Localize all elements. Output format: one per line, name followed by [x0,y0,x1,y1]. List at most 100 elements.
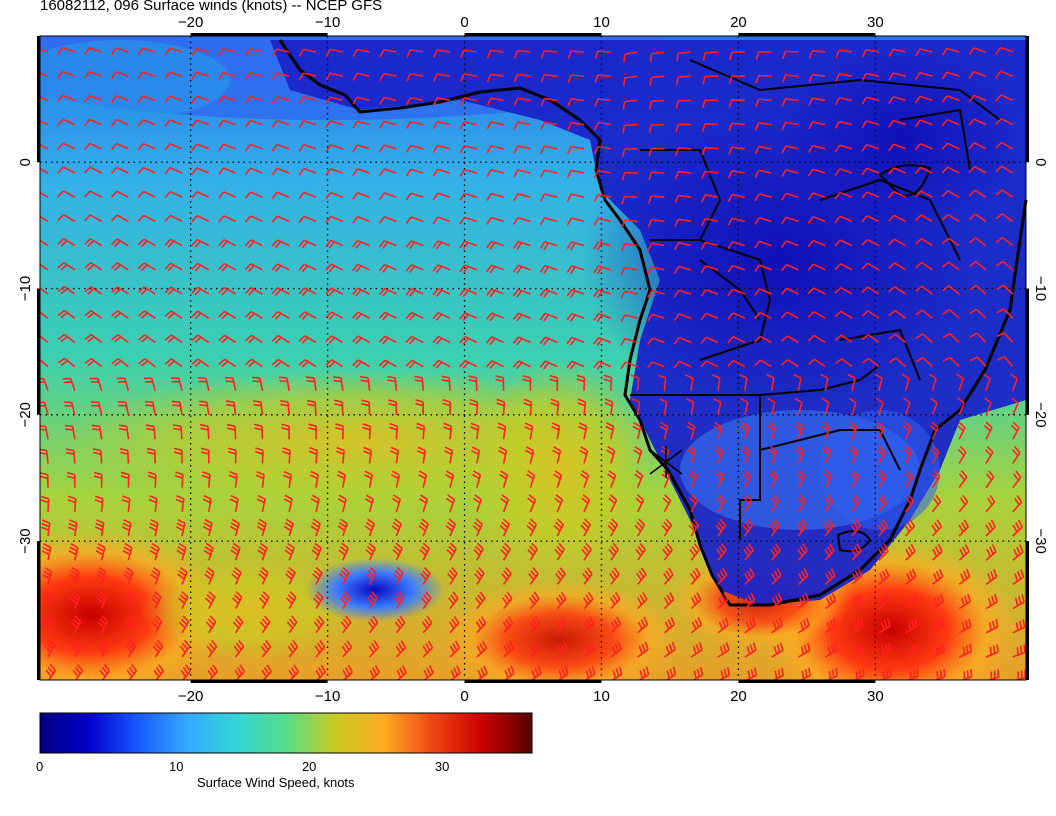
wind-barb-icon [675,99,692,109]
wind-barb-icon [985,544,997,561]
wind-barb-icon [224,376,237,391]
wind-barb-icon [418,494,429,513]
wind-barb-icon [200,447,210,464]
axis-bar-top [464,33,602,36]
wind-barb-icon [780,358,799,368]
wind-barb-icon [84,142,102,150]
wind-barb-icon [607,470,617,488]
wind-barb-icon [191,310,210,320]
lon-tick-label-top: 0 [460,14,468,31]
wind-barb-icon [942,356,960,368]
wind-barb-icon [582,591,594,610]
wind-barb-icon [287,640,299,658]
wind-barb-icon [673,265,692,274]
wind-barb-icon [245,71,263,80]
wind-barb-icon [298,191,317,200]
wind-barb-icon [57,309,76,319]
wind-barb-icon [700,360,719,368]
wind-barb-icon [459,288,478,298]
wind-barb-icon [45,663,57,680]
wind-barb-icon [821,421,831,440]
wind-barb-icon [459,216,478,225]
wind-barb-icon [713,397,722,416]
wind-barb-icon [151,615,163,634]
wind-barb-icon [728,75,745,84]
wind-barb-icon [362,423,371,440]
wind-barb-icon [824,568,836,585]
wind-barb-icon [566,217,585,226]
wind-barb-icon [566,265,585,275]
wind-barb-icon [593,193,611,202]
wind-barb-icon [556,616,568,634]
wind-barb-icon [191,71,210,80]
wind-barb-icon [985,470,995,489]
wind-barb-icon [740,397,749,416]
wind-barb-icon [325,167,344,176]
wind-barb-icon [593,241,612,251]
wind-barb-icon [915,357,933,368]
wind-barb-icon [486,240,504,250]
wind-barb-icon [525,446,535,464]
wind-barb-icon [969,332,987,343]
wind-barb-icon [958,519,969,537]
wind-barb-icon [702,75,719,85]
wind-barb-icon [861,286,880,295]
wind-barb-icon [594,74,611,83]
wind-barb-icon [298,287,317,297]
wind-barb-icon [84,70,102,79]
wind-barb-icon [310,518,321,537]
wind-barb-icon [283,518,294,537]
wind-barb-icon [98,639,110,658]
wind-barb-icon [379,48,397,58]
wind-barb-icon [339,566,350,585]
wind-barb-icon [419,542,430,561]
wind-barb-icon [244,191,263,199]
wind-barb-icon [500,542,511,561]
wind-barb-icon [914,143,933,151]
wind-barb-icon [84,286,103,295]
axis-bar-left [37,541,40,680]
wind-barb-icon [550,398,560,416]
wind-barb-icon [191,191,210,199]
wind-barb-icon [441,375,451,391]
wind-barb-icon [647,313,665,322]
wind-barb-icon [111,357,129,368]
wind-barb-icon [325,215,344,224]
wind-barb-icon [282,470,292,488]
wind-barb-icon [378,192,397,200]
wind-barb-icon [555,567,566,585]
wind-barb-icon [647,218,665,228]
wind-barb-icon [67,495,77,512]
wind-barb-icon [271,358,290,368]
wind-barb-icon [137,190,156,198]
wind-barb-icon [352,168,370,176]
wind-barb-icon [110,94,129,103]
wind-barb-icon [914,119,933,127]
wind-barb-icon [848,421,858,440]
wind-barb-icon [690,592,702,610]
wind-barb-icon [125,639,137,658]
wind-barb-icon [340,615,352,634]
wind-barb-icon [905,543,916,561]
wind-barb-icon [834,334,853,344]
wind-barb-icon [794,397,803,416]
wind-barb-icon [700,265,719,274]
wind-barb-icon [861,310,880,319]
wind-barb-icon [659,398,668,416]
axis-bar-bottom [464,680,602,683]
wind-barb-icon [914,190,933,198]
wind-barb-icon [40,72,49,77]
wind-barb-icon [271,287,290,296]
wind-barb-icon [390,446,400,464]
wind-barb-icon [364,494,374,513]
wind-barb-icon [271,263,290,273]
wind-barb-icon [93,471,103,488]
wind-barb-icon [851,593,864,610]
wind-barb-icon [40,425,49,440]
wind-barb-icon [341,640,353,658]
wind-barb-icon [727,217,745,226]
wind-barb-icon [310,494,320,512]
wind-barb-icon [70,615,82,634]
wind-barb-icon [118,424,130,440]
wind-barb-icon [199,423,210,440]
